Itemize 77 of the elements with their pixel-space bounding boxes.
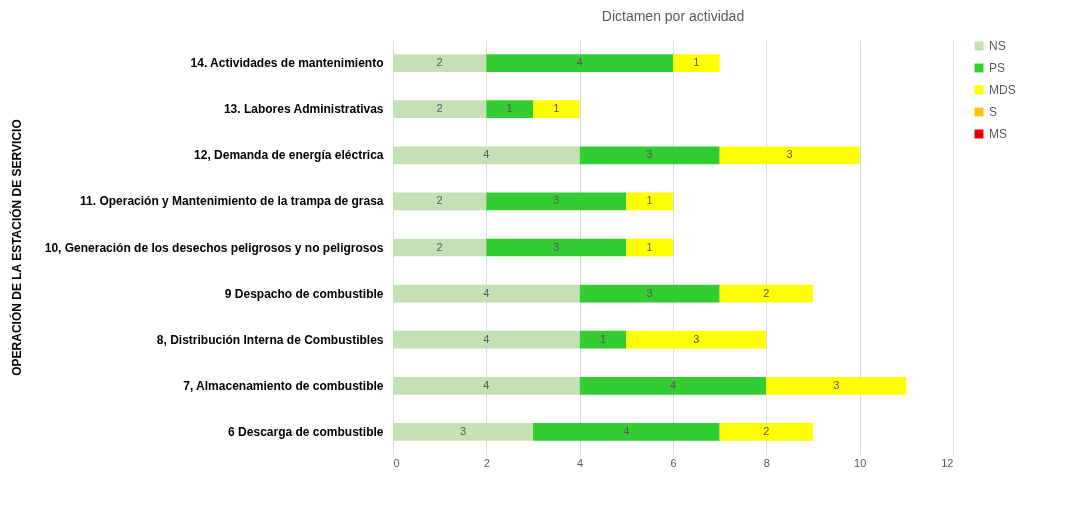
bar xyxy=(393,54,487,72)
y-tick-label: 13. Labores Administrativas xyxy=(223,102,384,117)
bar xyxy=(486,238,627,257)
y-tick-label: 12, Demanda de energía eléctrica xyxy=(194,148,384,163)
data-label: 1 xyxy=(646,194,653,207)
x-tick-label: 0 xyxy=(393,456,400,469)
data-label: 3 xyxy=(786,148,793,161)
bar xyxy=(579,146,720,165)
y-axis-title: OPERACIÓN DE LA ESTACIÓN DE SERVICIO xyxy=(8,119,24,376)
data-label: 2 xyxy=(436,240,443,253)
bar xyxy=(579,330,627,349)
x-tick-label: 10 xyxy=(854,456,867,469)
data-label: 2 xyxy=(436,56,443,69)
bar xyxy=(719,423,813,441)
x-tick-label: 4 xyxy=(577,456,584,469)
data-label: 3 xyxy=(646,286,653,299)
bar xyxy=(486,192,627,211)
data-label: 2 xyxy=(763,424,770,437)
data-label: 1 xyxy=(553,102,560,115)
legend-label: MS xyxy=(989,127,1007,141)
bar xyxy=(393,330,580,349)
bar xyxy=(719,146,860,165)
bar xyxy=(393,238,487,257)
data-label: 3 xyxy=(459,424,467,437)
data-label: 1 xyxy=(506,102,513,115)
bar xyxy=(673,54,720,72)
bar xyxy=(533,100,580,119)
data-label: 3 xyxy=(833,378,840,391)
legend-label: S xyxy=(989,105,998,119)
bar xyxy=(393,284,580,303)
y-tick-label: 9 Despacho de combustible xyxy=(224,286,384,301)
data-label: 2 xyxy=(763,286,770,299)
data-label: 4 xyxy=(483,332,490,345)
bar xyxy=(626,192,673,211)
x-tick-label: 8 xyxy=(763,456,770,469)
data-label: 1 xyxy=(693,56,700,69)
y-tick-label: 6 Descarga de combustible xyxy=(228,424,384,439)
data-label: 4 xyxy=(483,148,490,161)
y-tick-label: 11. Operación y Mantenimiento de la trampa de grasa xyxy=(80,194,384,209)
data-label: 3 xyxy=(693,332,700,345)
bar xyxy=(486,100,533,119)
bar xyxy=(393,376,580,395)
y-tick-label: 10, Generación de los desechos peligrosos y no peligrosos xyxy=(44,240,384,255)
data-label: 4 xyxy=(623,424,630,437)
bar xyxy=(533,423,720,441)
x-tick-label: 12 xyxy=(941,456,954,469)
bar xyxy=(626,330,767,349)
legend-label: NS xyxy=(989,39,1006,53)
bar xyxy=(626,238,673,257)
x-tick-label: 6 xyxy=(670,456,677,469)
y-tick-label: 14. Actividades de mantenimiento xyxy=(190,56,384,71)
bar xyxy=(393,423,533,441)
y-tick-label: 7, Almacenamiento de combustible xyxy=(183,378,384,393)
data-label: 3 xyxy=(553,194,560,207)
data-label: 3 xyxy=(553,240,560,253)
data-label: 2 xyxy=(436,194,443,207)
bar xyxy=(579,376,767,395)
data-label: 4 xyxy=(669,378,677,391)
legend-label: MDS xyxy=(989,83,1016,97)
bar xyxy=(393,192,487,211)
data-label: 4 xyxy=(576,56,583,69)
chart-title: Dictamen por actividad xyxy=(601,8,745,24)
bar xyxy=(393,146,580,165)
data-label: 4 xyxy=(483,286,490,299)
bar xyxy=(766,376,907,395)
x-tick-label: 2 xyxy=(483,456,490,469)
bar xyxy=(486,54,673,72)
data-label: 4 xyxy=(483,378,490,391)
legend-label: PS xyxy=(989,61,1006,75)
bar xyxy=(719,284,813,303)
data-label: 1 xyxy=(599,332,607,345)
data-label: 2 xyxy=(436,102,443,115)
bar xyxy=(393,100,487,119)
y-tick-label: 8, Distribución Interna de Combustibles xyxy=(156,332,384,347)
data-label: 1 xyxy=(646,240,653,253)
data-label: 3 xyxy=(646,148,653,161)
bar xyxy=(579,284,720,303)
